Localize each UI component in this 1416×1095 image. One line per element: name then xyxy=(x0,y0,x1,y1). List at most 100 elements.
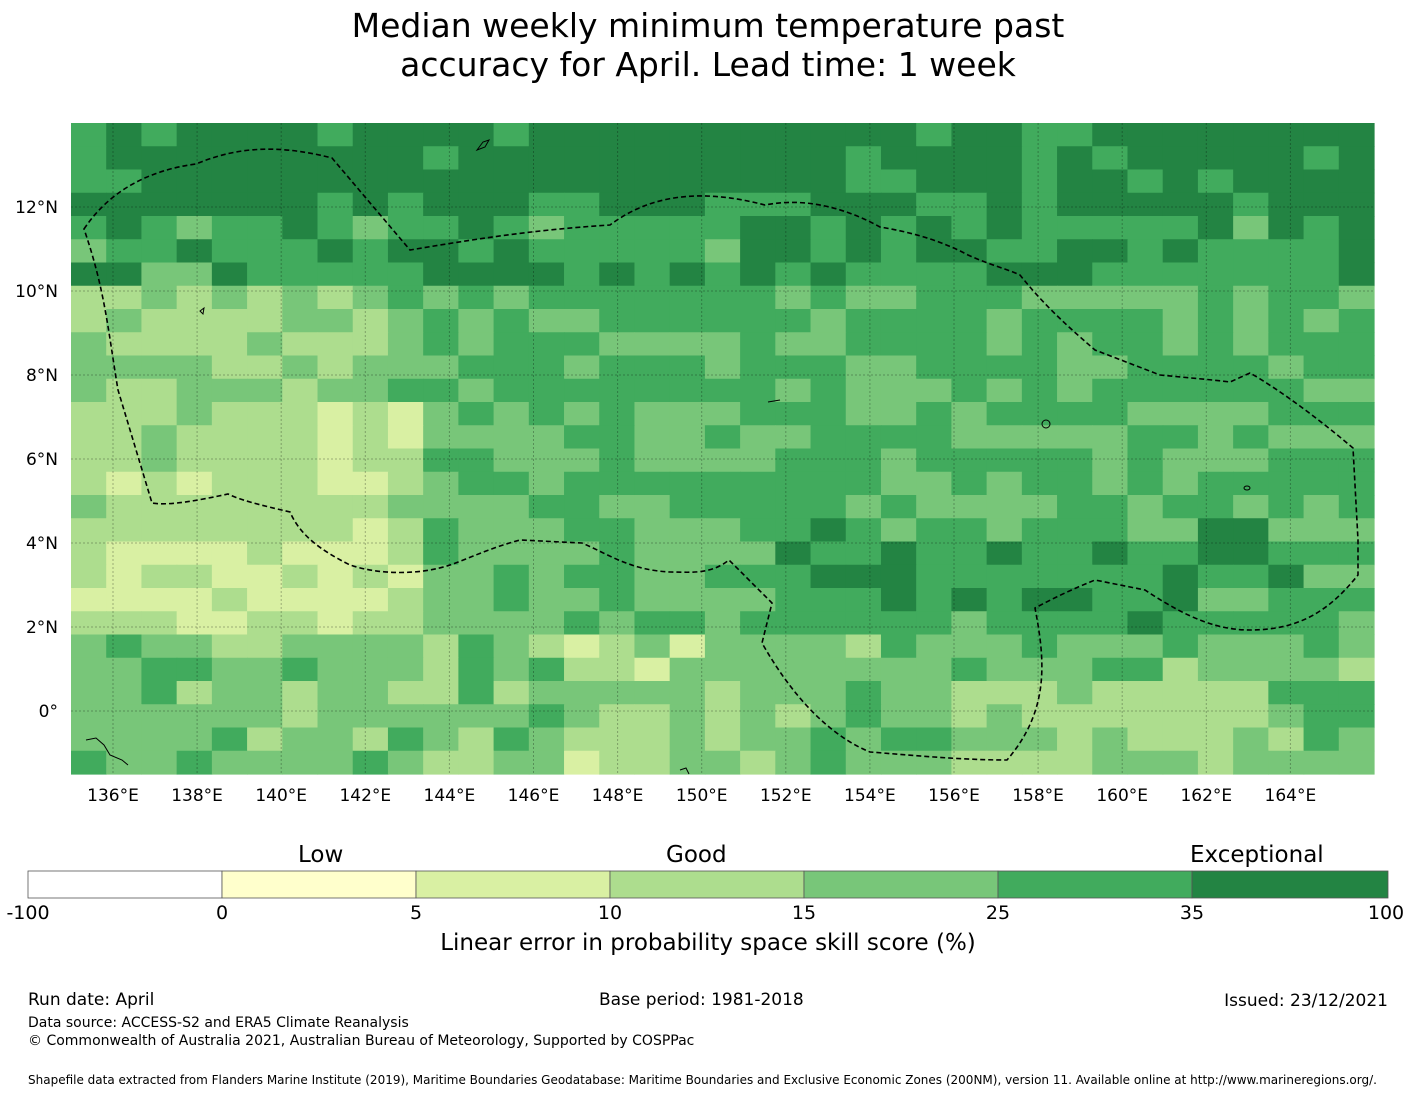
grid-cell xyxy=(352,355,389,380)
grid-cell xyxy=(810,285,847,310)
run-date: Run date: April xyxy=(28,990,155,1010)
grid-cell xyxy=(669,634,706,659)
grid-cell xyxy=(951,657,988,682)
grid-cell xyxy=(704,332,741,357)
grid-cell xyxy=(176,564,213,589)
grid-cell xyxy=(1197,727,1234,752)
grid-cell xyxy=(740,471,776,496)
grid-cell xyxy=(1268,309,1305,333)
grid-cell xyxy=(423,564,459,589)
grid-cell xyxy=(458,355,495,380)
grid-cell xyxy=(1303,471,1340,496)
grid-cell xyxy=(669,216,706,240)
grid-cell xyxy=(1162,495,1199,519)
grid-cell xyxy=(458,262,495,287)
grid-cell xyxy=(71,425,107,450)
grid-cell xyxy=(599,541,636,566)
grid-cell xyxy=(669,750,706,775)
grid-cell xyxy=(704,750,741,775)
grid-cell xyxy=(880,448,917,473)
grid-cell xyxy=(775,541,812,566)
grid-cell xyxy=(1338,750,1375,775)
grid-cell xyxy=(1338,146,1375,171)
grid-cell xyxy=(211,611,248,636)
grid-cell xyxy=(775,123,812,147)
grid-cell xyxy=(1268,704,1305,729)
grid-cell xyxy=(1233,541,1269,566)
grid-cell xyxy=(634,146,671,171)
grid-cell xyxy=(1197,123,1234,147)
grid-cell xyxy=(247,262,283,287)
grid-cell xyxy=(1127,611,1164,636)
grid-cell xyxy=(176,332,213,357)
grid-cell xyxy=(669,146,706,171)
grid-cell xyxy=(986,169,1023,194)
grid-cell xyxy=(916,727,953,752)
grid-cell xyxy=(669,239,706,264)
grid-cell xyxy=(951,750,988,775)
grid-cell xyxy=(845,192,882,217)
grid-cell xyxy=(564,704,600,729)
grid-cell xyxy=(1303,378,1340,403)
grid-cell xyxy=(106,471,143,496)
grid-cell xyxy=(176,518,213,543)
grid-cell xyxy=(845,541,882,566)
grid-cell xyxy=(1092,169,1129,194)
grid-cell xyxy=(775,518,812,543)
grid-cell xyxy=(211,657,248,682)
grid-cell xyxy=(880,425,917,450)
grid-cell xyxy=(564,518,600,543)
grid-cell xyxy=(423,495,459,519)
grid-cell xyxy=(387,704,424,729)
grid-cell xyxy=(1162,657,1199,682)
grid-cell xyxy=(669,448,706,473)
grid-cell xyxy=(986,634,1023,659)
grid-cell xyxy=(880,262,917,287)
grid-cell xyxy=(669,378,706,403)
grid-cell xyxy=(247,239,283,264)
grid-cell xyxy=(916,611,953,636)
grid-cell xyxy=(704,402,741,426)
grid-cell xyxy=(1092,657,1129,682)
grid-cell xyxy=(317,564,354,589)
grid-cell xyxy=(141,448,178,473)
grid-cell xyxy=(845,123,882,147)
grid-cell xyxy=(247,611,283,636)
grid-cell xyxy=(141,495,178,519)
grid-cell xyxy=(669,541,706,566)
grid-cell xyxy=(458,309,495,333)
grid-cell xyxy=(247,518,283,543)
grid-cell xyxy=(71,750,107,775)
grid-cell xyxy=(1233,634,1269,659)
grid-cell xyxy=(176,681,213,705)
grid-cell xyxy=(1338,611,1375,636)
grid-cell xyxy=(1162,169,1199,194)
grid-cell xyxy=(282,588,319,612)
grid-cell xyxy=(176,541,213,566)
grid-cell xyxy=(669,495,706,519)
grid-cell xyxy=(141,402,178,426)
grid-cell xyxy=(1233,262,1269,287)
grid-cell xyxy=(1057,495,1093,519)
grid-cell xyxy=(317,262,354,287)
grid-cell xyxy=(599,495,636,519)
grid-cell xyxy=(458,495,495,519)
grid-cell xyxy=(1338,518,1375,543)
grid-cell xyxy=(352,146,389,171)
grid-cell xyxy=(71,378,107,403)
grid-cell xyxy=(1233,750,1269,775)
grid-cell xyxy=(1233,588,1269,612)
grid-cell xyxy=(458,239,495,264)
grid-cell xyxy=(458,657,495,682)
grid-cell xyxy=(423,425,459,450)
grid-cell xyxy=(810,402,847,426)
grid-cell xyxy=(106,123,143,147)
colorbar-segment xyxy=(1191,870,1389,899)
grid-cell xyxy=(880,402,917,426)
grid-cell xyxy=(564,402,600,426)
grid-cell xyxy=(176,192,213,217)
grid-cell xyxy=(1197,657,1234,682)
grid-cell xyxy=(317,332,354,357)
grid-cell xyxy=(1233,309,1269,333)
grid-cell xyxy=(493,541,530,566)
